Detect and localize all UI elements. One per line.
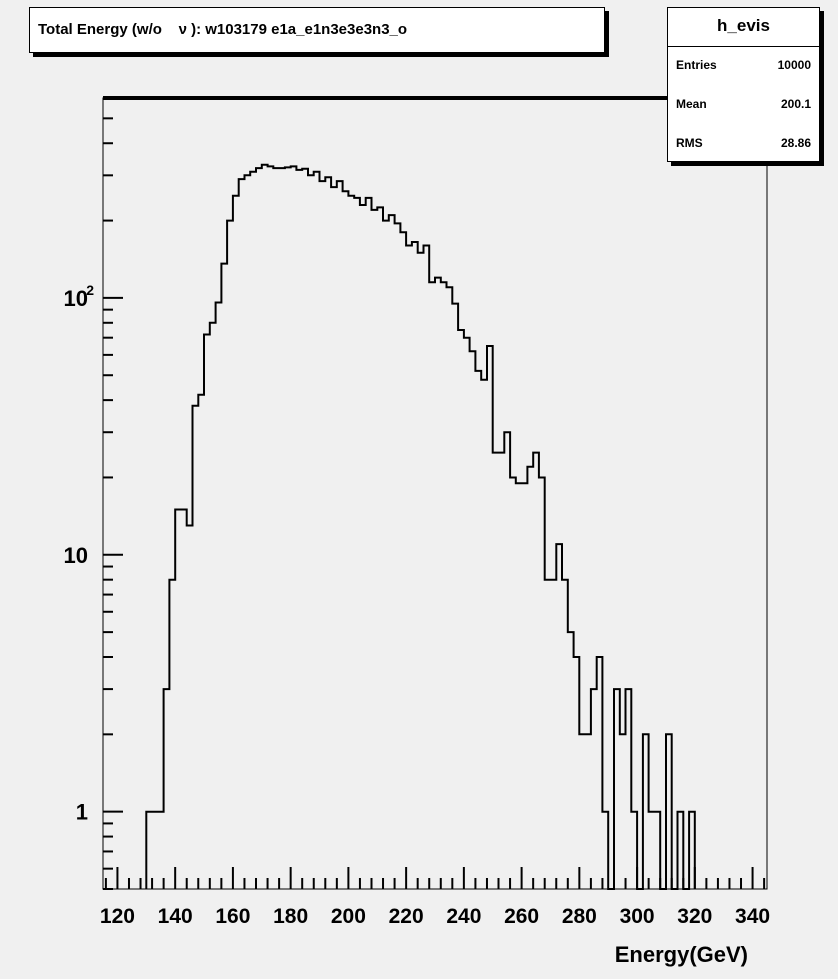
x-tick-label: 320 [677,905,712,928]
histogram-name: h_evis [668,8,819,47]
histogram-series [145,163,696,890]
stat-label: Entries [676,58,717,72]
x-tick-label: 140 [158,905,193,928]
x-tick-label: 220 [389,905,424,928]
stat-label: RMS [676,136,703,150]
x-tick-label: 300 [620,905,655,928]
y-tick-label: 10 [64,543,88,568]
stat-value: 200.1 [780,97,811,111]
histogram-outline [145,163,696,890]
stat-label: Mean [676,97,707,111]
y-tick-label: 1 [76,800,88,825]
stats-box: h_evis Entries 10000 Mean 200.1 RMS 28.8… [667,7,820,162]
x-tick-label: 340 [735,905,770,928]
plot-frame [102,97,768,890]
x-tick-label: 260 [504,905,539,928]
x-tick-label: 160 [215,905,250,928]
x-tick-label: 240 [446,905,481,928]
x-tick-label: 120 [100,905,135,928]
y-tick-label: 10 [64,286,88,311]
stat-row-rms: RMS 28.86 [676,136,811,156]
x-tick-label: 280 [562,905,597,928]
y-tick-exponent: 2 [86,282,94,298]
stat-row-mean: Mean 200.1 [676,97,811,117]
chart-title: Total Energy (w/o ν ): w103179 e1a_e1n3e… [38,21,408,38]
x-axis-label: Energy(GeV) [615,942,748,967]
stat-value: 10000 [777,58,811,72]
stat-value: 28.86 [780,136,811,150]
title-box: Total Energy (w/o ν ): w103179 e1a_e1n3e… [29,7,605,53]
x-tick-label: 180 [273,905,308,928]
stat-row-entries: Entries 10000 [676,58,811,78]
x-tick-label: 200 [331,905,366,928]
